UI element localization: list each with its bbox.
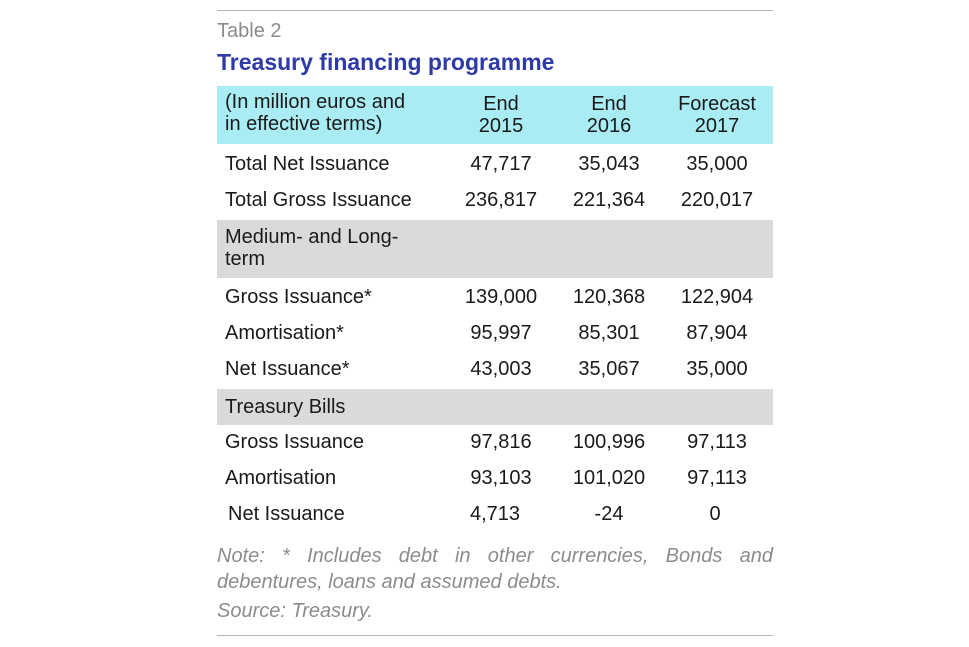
cell-value: 100,996 [572,431,646,453]
bottom-divider [217,635,773,636]
column-header-line1: End [483,93,519,115]
column-header-line2: 2016 [586,115,632,137]
cell-value: 35,067 [578,358,640,380]
column-header-line1: End [591,93,627,115]
unit-label-line1: (In million euros and [225,91,406,113]
cell-value: 97,113 [687,431,747,453]
table-number: Table 2 [217,20,282,42]
cell-value: 97,816 [470,431,532,453]
row-label: Amortisation* [225,322,344,344]
cell-value: 122,904 [680,286,754,308]
column-header-2015: End 2015 [447,93,555,137]
table-row-total-gross-issuance: Total Gross Issuance 236,817 221,364 220… [217,188,773,214]
row-label: Amortisation [225,467,337,489]
cell-value: 43,003 [470,358,532,380]
section-label: Treasury Bills [225,396,346,418]
cell-value: 85,301 [578,322,640,344]
table-row-total-net-issuance: Total Net Issuance 47,717 35,043 35,000 [217,152,773,178]
column-header-2017: Forecast 2017 [663,93,771,137]
section-label-line2: term [225,248,265,270]
row-label: Gross Issuance* [225,286,372,308]
unit-label: (In million euros and in effective terms… [225,91,405,135]
cell-value: 220,017 [680,189,754,211]
row-label: Total Net Issuance [225,153,390,175]
cell-value: -24 [594,503,624,525]
column-header-line2: 2015 [478,115,524,137]
cell-value: 35,000 [686,358,748,380]
cell-value: 35,000 [686,153,748,175]
table-source: Source: Treasury. [217,600,373,622]
row-label: Total Gross Issuance [225,189,412,211]
cell-value: 139,000 [464,286,538,308]
section-row-treasury-bills: Treasury Bills [217,389,773,425]
table-row-tb-gross-issuance: Gross Issuance 97,816 100,996 97,113 [217,430,773,456]
cell-value: 97,113 [687,467,747,489]
cell-value: 236,817 [464,189,538,211]
cell-value: 4,713 [469,503,521,525]
table-row-ml-amortisation: Amortisation* 95,997 85,301 87,904 [217,321,773,347]
section-label: Medium- and Long- term [225,226,398,270]
cell-value: 101,020 [572,467,646,489]
table-row-ml-net-issuance: Net Issuance* 43,003 35,067 35,000 [217,357,773,383]
row-label: Net Issuance* [225,358,350,380]
column-header-line1: Forecast [678,93,756,115]
cell-value: 93,103 [470,467,532,489]
table-row-tb-amortisation: Amortisation 93,103 101,020 97,113 [217,466,773,492]
table-row-ml-gross-issuance: Gross Issuance* 139,000 120,368 122,904 [217,285,773,311]
row-label: Gross Issuance [225,431,364,453]
column-header-2016: End 2016 [555,93,663,137]
table-title: Treasury financing programme [217,49,555,75]
column-header-line2: 2017 [694,115,740,137]
section-row-medium-long-term: Medium- and Long- term [217,220,773,278]
table-header-row: (In million euros and in effective terms… [217,86,773,144]
row-label: Net Issuance [228,503,345,525]
cell-value: 35,043 [578,153,640,175]
unit-label-line2: in effective terms) [225,113,383,135]
cell-value: 87,904 [686,322,748,344]
cell-value: 221,364 [572,189,646,211]
section-label-line1: Medium- and Long- [225,226,399,248]
cell-value: 120,368 [572,286,646,308]
cell-value: 47,717 [470,153,532,175]
cell-value: 95,997 [470,322,532,344]
top-divider [217,10,773,11]
table-footnote: Note: * Includes debt in other currencie… [217,545,773,593]
cell-value: 0 [709,503,721,525]
table-row-tb-net-issuance: Net Issuance 4,713 -24 0 [217,502,773,528]
